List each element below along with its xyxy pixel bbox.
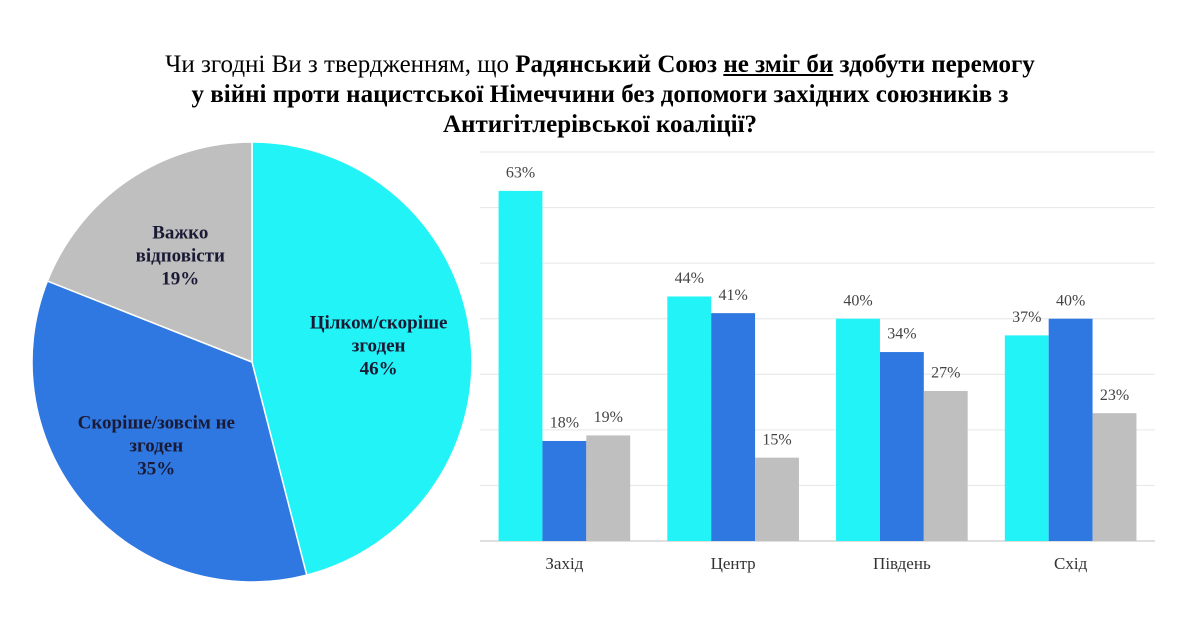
title-part: Антигітлерівської коаліції? bbox=[442, 111, 758, 138]
pie-value-label: 46% bbox=[359, 358, 398, 380]
value-label: 40% bbox=[1056, 292, 1085, 309]
pie-value-label: 19% bbox=[161, 268, 200, 290]
bar bbox=[1092, 413, 1137, 541]
x-tick-label: Центр bbox=[711, 554, 756, 573]
bar bbox=[667, 296, 712, 541]
pie-slice bbox=[251, 141, 473, 577]
title-part: Радянський Союз bbox=[515, 51, 718, 78]
title-part: у війні проти нацистської Німеччини без … bbox=[191, 81, 1009, 108]
value-label: 37% bbox=[1012, 309, 1041, 326]
value-label: 19% bbox=[594, 409, 623, 426]
x-tick-label: Схід bbox=[1054, 554, 1088, 573]
bar bbox=[755, 457, 799, 541]
value-label: 27% bbox=[931, 365, 960, 382]
pie-label: Важко відповісти 19% bbox=[120, 222, 240, 291]
pie-value-label: 35% bbox=[137, 458, 176, 480]
value-label: 40% bbox=[843, 292, 872, 309]
value-label: 15% bbox=[762, 431, 791, 448]
value-label: 63% bbox=[506, 165, 535, 182]
pie-category: Цілком/скоріше згоден bbox=[309, 312, 448, 357]
pie-category: Важко відповісти bbox=[135, 222, 225, 267]
bar bbox=[923, 390, 968, 541]
value-label: 44% bbox=[675, 270, 704, 287]
pie-slice bbox=[31, 280, 308, 583]
title-part: здобути перемогу bbox=[839, 51, 1035, 78]
x-tick-label: Захід bbox=[545, 554, 583, 573]
bar bbox=[711, 313, 756, 541]
bar bbox=[879, 352, 924, 541]
bar bbox=[498, 190, 543, 541]
title-part: Чи згодні Ви з твердженням, що bbox=[165, 51, 509, 78]
bar bbox=[1048, 318, 1093, 541]
value-label: 34% bbox=[887, 326, 916, 343]
title-part: не зміг би bbox=[723, 51, 834, 78]
pie-label: Скоріше/зовсім не згоден 35% bbox=[69, 412, 244, 481]
pie-label: Цілком/скоріше згоден 46% bbox=[291, 312, 466, 381]
bar bbox=[586, 435, 631, 541]
bar bbox=[542, 440, 587, 541]
bar bbox=[836, 318, 880, 541]
pie-category: Скоріше/зовсім не згоден bbox=[77, 412, 235, 457]
value-label: 41% bbox=[718, 287, 747, 304]
value-label: 23% bbox=[1100, 387, 1129, 404]
pie-slice bbox=[46, 141, 253, 364]
value-label: 18% bbox=[550, 415, 579, 432]
x-tick-label: Південь bbox=[873, 554, 931, 573]
title: Чи згодні Ви з твердженням, що Радянськи… bbox=[60, 50, 1140, 140]
bar bbox=[1004, 335, 1049, 541]
